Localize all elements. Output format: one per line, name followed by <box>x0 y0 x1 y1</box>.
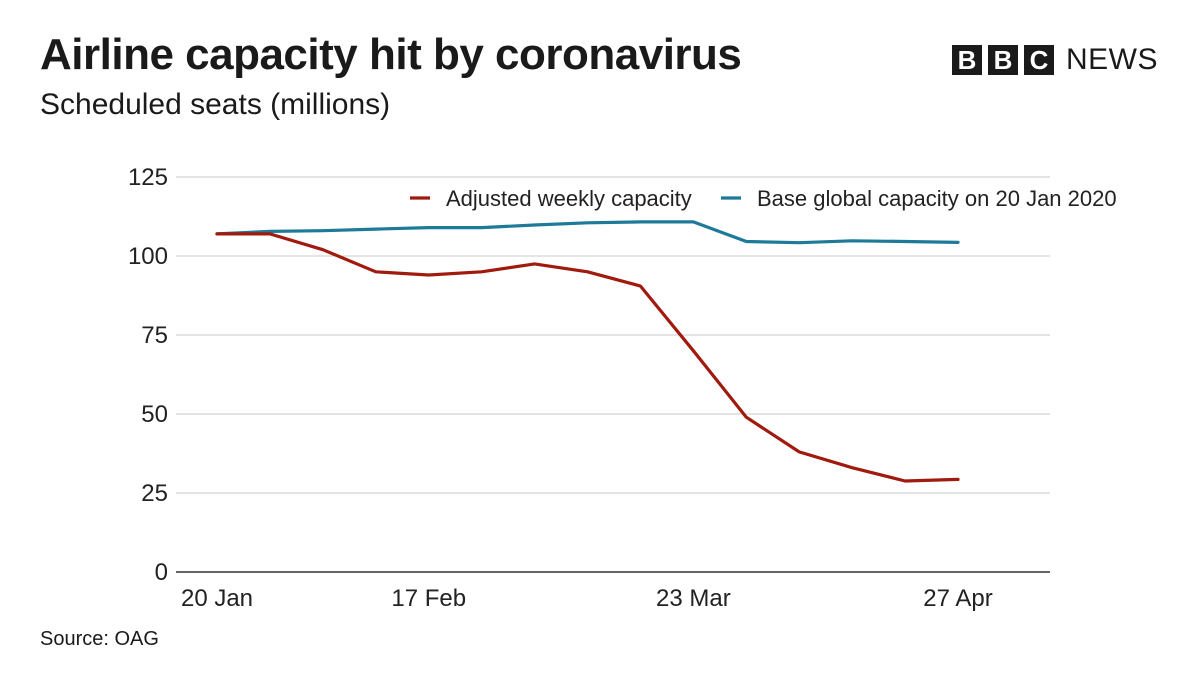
bbc-news-logo: B B C NEWS <box>952 43 1158 77</box>
y-tick-label-100: 100 <box>128 243 168 270</box>
y-tick-label-75: 75 <box>141 322 168 349</box>
legend-base-global-capacity-label: Base global capacity on 20 Jan 2020 <box>757 186 1117 211</box>
series-line-base-global-capacity <box>215 220 960 245</box>
source-note: Source: OAG <box>40 628 159 650</box>
series-line-adjusted-weekly-capacity <box>215 232 960 483</box>
y-tick-label-0: 0 <box>155 559 168 586</box>
x-tick-label-27-apr: 27 Apr <box>923 585 992 612</box>
y-tick-label-25: 25 <box>141 480 168 507</box>
x-tick-label-17-feb: 17 Feb <box>391 585 466 612</box>
chart-title: Airline capacity hit by coronavirus <box>40 30 742 79</box>
logo-letter-b1: B <box>952 45 982 75</box>
logo-letter-b2: B <box>988 45 1018 75</box>
x-tick-label-23-mar: 23 Mar <box>656 585 731 612</box>
y-tick-label-125: 125 <box>128 164 168 191</box>
chart-subtitle: Scheduled seats (millions) <box>40 88 391 121</box>
logo-word-news: NEWS <box>1066 43 1158 76</box>
y-tick-label-50: 50 <box>141 401 168 428</box>
x-tick-label-20-jan: 20 Jan <box>181 585 253 612</box>
legend-adjusted-weekly-capacity-label: Adjusted weekly capacity <box>446 186 692 211</box>
logo-letter-c: C <box>1024 45 1054 75</box>
